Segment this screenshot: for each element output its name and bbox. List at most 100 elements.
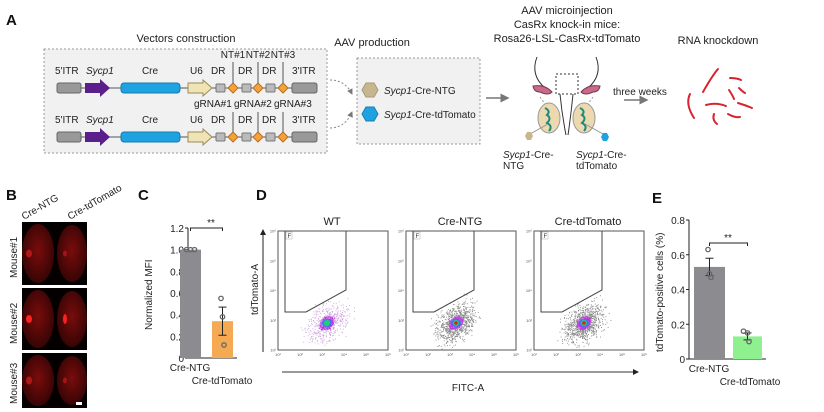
event-dot <box>452 310 453 312</box>
event-dot <box>460 313 461 314</box>
event-dot <box>452 338 453 340</box>
event-dot <box>449 330 451 331</box>
event-dot <box>469 309 471 310</box>
event-dot <box>594 321 596 323</box>
event-dot <box>467 315 469 317</box>
chart-e: 00.20.40.60.8 <box>671 216 766 366</box>
event-dot <box>594 319 596 320</box>
x-tick-label: 10⁶ <box>513 352 519 357</box>
event-dot <box>591 320 593 321</box>
flow-title-cre-tdtomato: Cre-tdTomato <box>555 216 622 228</box>
itr5-block <box>56 131 82 143</box>
event-dot <box>470 316 472 317</box>
event-dot <box>468 325 470 326</box>
event-dot <box>590 325 592 327</box>
event-dot <box>569 311 571 313</box>
event-dot <box>455 338 456 340</box>
event-dot <box>576 326 577 327</box>
event-dot <box>454 308 456 310</box>
event-dot <box>480 317 481 319</box>
event-dot <box>602 315 604 317</box>
event-dot <box>447 321 448 323</box>
event-dot <box>582 329 584 331</box>
event-dot <box>335 330 336 331</box>
event-dot <box>463 306 464 307</box>
event-dot <box>602 324 604 325</box>
event-dot <box>585 342 587 344</box>
event-dot <box>437 336 439 337</box>
event-dot <box>315 313 317 315</box>
event-dot <box>577 332 579 334</box>
event-dot <box>447 312 449 313</box>
event-dot <box>581 335 582 337</box>
event-dot <box>594 298 596 300</box>
event-dot <box>577 345 579 347</box>
event-dot <box>592 329 594 331</box>
x-tick-label: 10² <box>553 352 559 357</box>
event-dot <box>443 335 444 337</box>
event-dot <box>303 335 305 337</box>
event-dot <box>588 310 590 312</box>
event-dot <box>469 329 471 331</box>
event-dot <box>336 322 338 324</box>
event-dot <box>334 313 336 315</box>
event-dot <box>598 308 600 310</box>
event-dot <box>337 317 339 319</box>
event-dot <box>449 339 450 341</box>
event-dot <box>564 339 566 341</box>
event-dot <box>452 333 454 335</box>
event-dot <box>443 340 445 342</box>
gate-label: F <box>416 234 420 240</box>
spacer-diamond <box>227 131 239 143</box>
event-dot <box>566 326 568 327</box>
event-dot <box>590 306 592 308</box>
event-dot <box>582 338 584 340</box>
event-dot <box>575 324 576 326</box>
event-dot <box>450 310 451 312</box>
event-dot <box>319 327 321 329</box>
event-dot <box>447 328 448 330</box>
event-dot <box>577 317 579 318</box>
event-dot <box>599 305 601 307</box>
event-dot <box>467 333 468 335</box>
event-dot <box>595 324 597 326</box>
event-dot <box>567 338 568 339</box>
event-dot <box>437 324 439 326</box>
event-dot <box>318 316 320 318</box>
data-point <box>191 246 198 253</box>
event-dot <box>583 332 585 334</box>
event-dot <box>311 333 313 335</box>
event-dot <box>339 315 341 316</box>
event-dot <box>450 312 452 314</box>
event-dot <box>445 337 447 339</box>
event-dot <box>461 331 462 333</box>
event-dot <box>462 311 464 313</box>
event-dot <box>436 314 438 316</box>
event-dot <box>322 334 324 335</box>
event-dot <box>331 312 333 313</box>
event-dot <box>327 311 329 313</box>
event-dot <box>576 321 578 323</box>
y-tick-label: 1.2 <box>170 224 184 235</box>
event-dot <box>316 333 318 335</box>
event-dot <box>447 309 449 310</box>
event-dot <box>566 332 567 334</box>
event-dot <box>595 320 597 322</box>
event-dot <box>450 335 452 336</box>
event-dot <box>337 318 339 320</box>
event-dot <box>573 321 575 323</box>
dr-label: DR <box>238 66 252 77</box>
event-dot <box>587 308 589 310</box>
event-dot <box>588 334 589 335</box>
event-dot <box>435 323 437 324</box>
event-dot <box>585 309 587 311</box>
y-tick-label: 0 <box>178 354 184 365</box>
event-dot <box>589 315 591 317</box>
event-dot <box>452 314 454 316</box>
event-dot <box>321 330 322 332</box>
event-dot <box>343 307 344 309</box>
event-dot <box>590 308 591 310</box>
event-dot <box>591 318 593 320</box>
event-dot <box>566 334 568 336</box>
event-dot <box>605 316 607 317</box>
